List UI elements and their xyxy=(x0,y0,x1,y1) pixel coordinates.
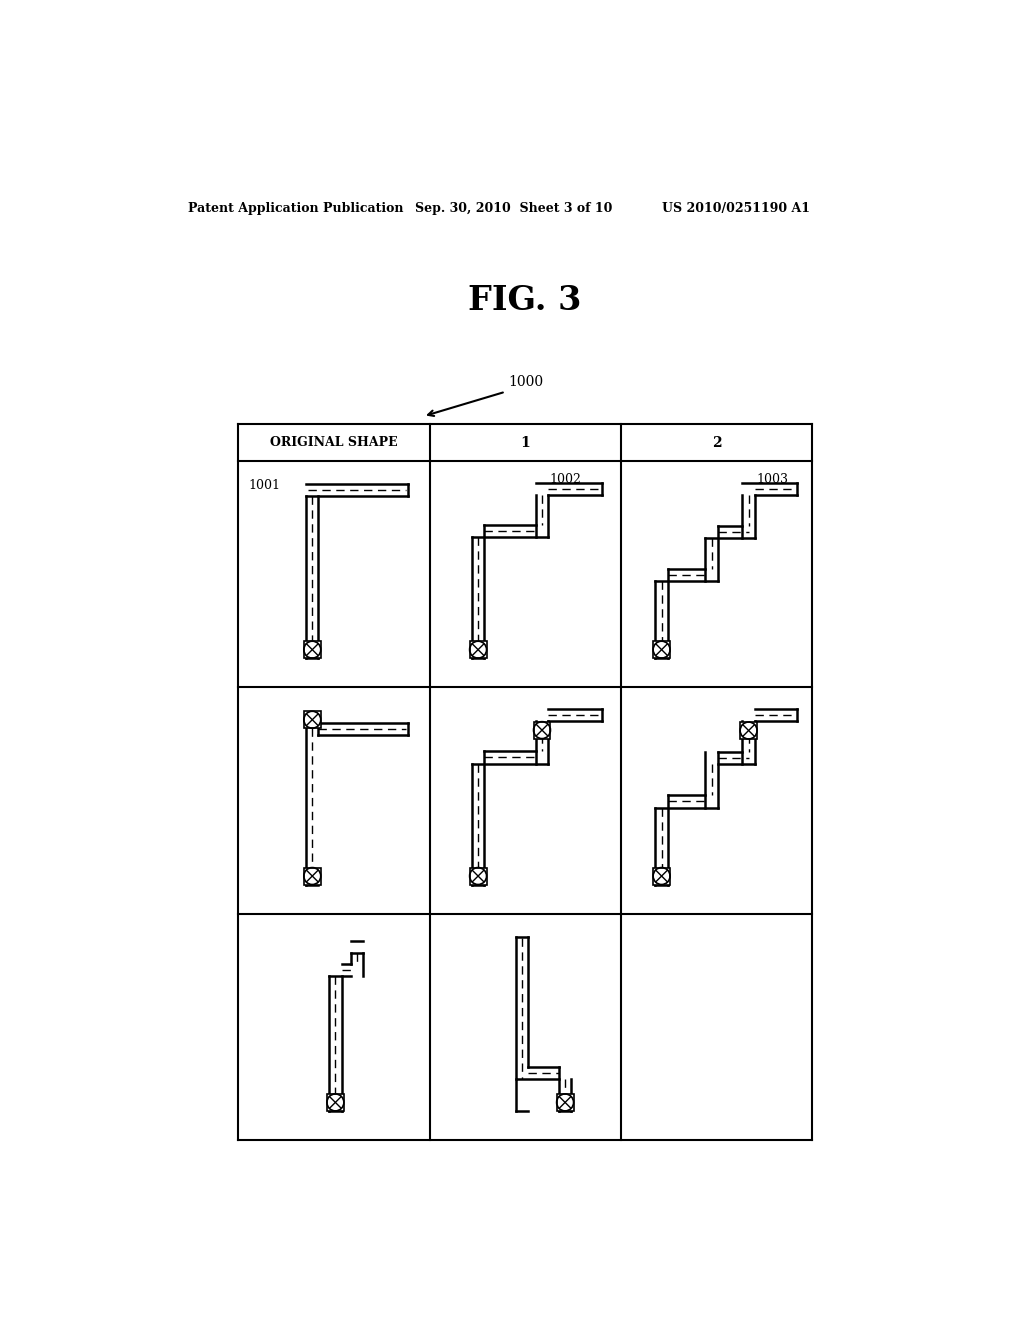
Text: US 2010/0251190 A1: US 2010/0251190 A1 xyxy=(662,202,810,215)
Bar xyxy=(304,711,321,729)
Text: FIG. 3: FIG. 3 xyxy=(468,284,582,317)
Text: ORIGINAL SHAPE: ORIGINAL SHAPE xyxy=(270,436,397,449)
Text: 1000: 1000 xyxy=(508,375,543,388)
Text: 2: 2 xyxy=(712,436,721,450)
Bar xyxy=(534,722,551,739)
Bar xyxy=(653,642,670,659)
Bar xyxy=(557,1094,573,1111)
Text: Sep. 30, 2010  Sheet 3 of 10: Sep. 30, 2010 Sheet 3 of 10 xyxy=(416,202,612,215)
Text: 1: 1 xyxy=(520,436,530,450)
Bar xyxy=(470,642,486,659)
Bar xyxy=(653,867,670,884)
Text: 1002: 1002 xyxy=(550,473,582,486)
Bar xyxy=(304,867,321,884)
Text: 1003: 1003 xyxy=(757,473,788,486)
Bar xyxy=(304,642,321,659)
Bar xyxy=(470,867,486,884)
Bar xyxy=(327,1094,344,1111)
Text: Patent Application Publication: Patent Application Publication xyxy=(188,202,403,215)
Text: 1001: 1001 xyxy=(249,479,281,492)
Bar xyxy=(740,722,757,739)
